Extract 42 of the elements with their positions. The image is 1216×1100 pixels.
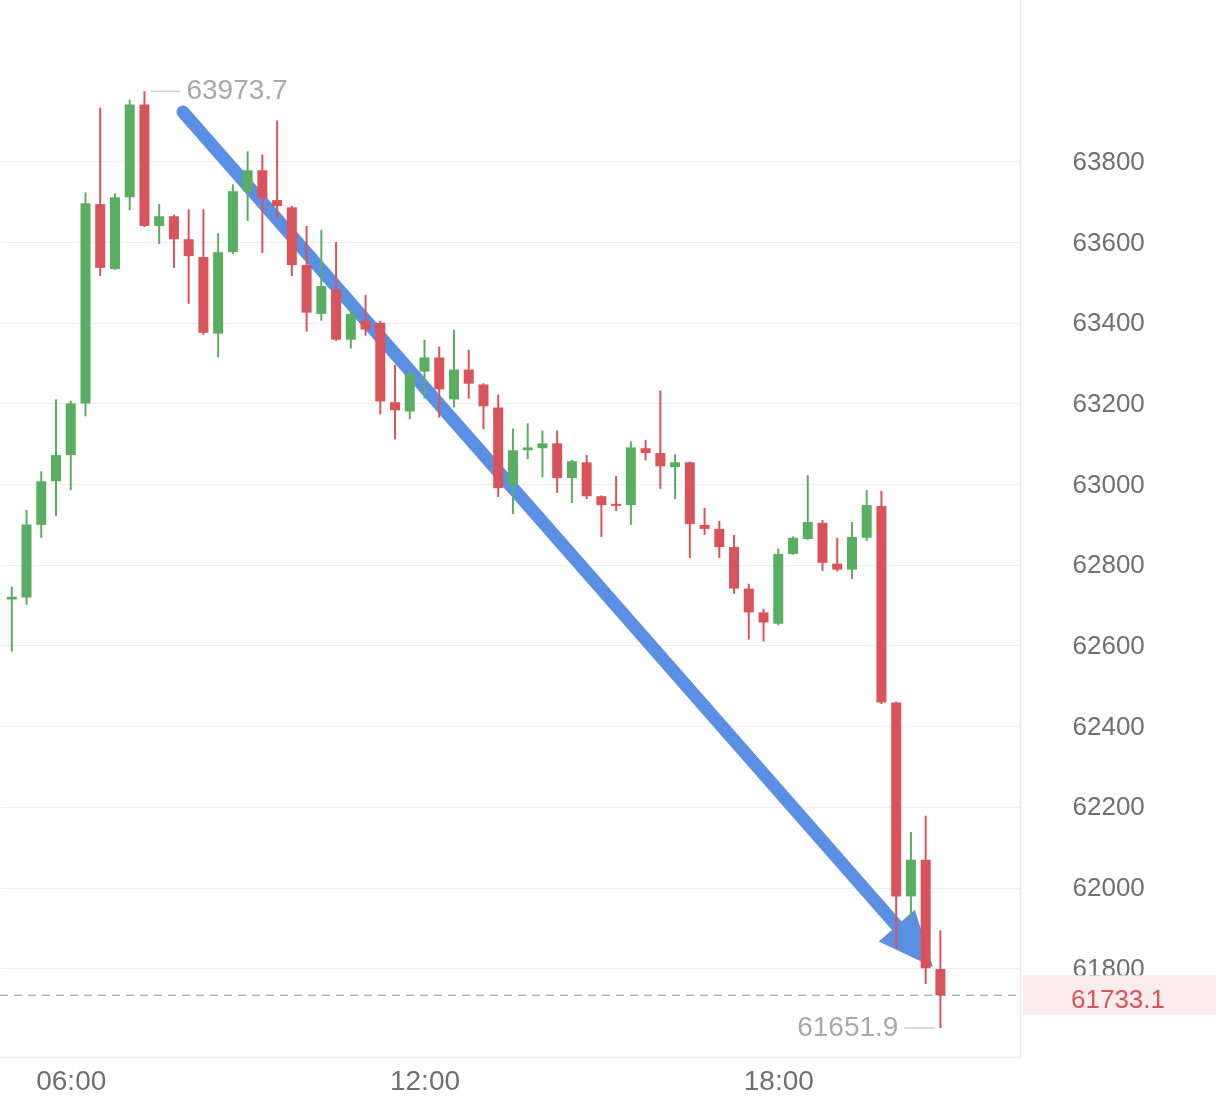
annotation: 63973.7 (186, 74, 288, 106)
y-tick-label: 62000 (1072, 872, 1145, 903)
candlestick (419, 338, 430, 400)
candlestick (743, 582, 754, 641)
candlestick (6, 585, 17, 653)
y-tick-label: 62600 (1072, 630, 1145, 660)
candlestick (596, 494, 607, 538)
y-tick-label: 62200 (1072, 791, 1145, 822)
candlestick (640, 439, 651, 462)
candlestick (670, 453, 681, 501)
candlestick (788, 535, 799, 556)
x-tick-label: 12:00 (389, 1064, 461, 1096)
candlestick (478, 382, 489, 431)
x-tick-label: 18:00 (743, 1064, 814, 1096)
annotation: 61651.9 (797, 1010, 899, 1042)
candlestick (832, 536, 843, 573)
candlestick (537, 429, 548, 479)
y-tick-label: 62800 (1072, 549, 1145, 580)
ref-line-label: 61733.1 (1071, 984, 1165, 1015)
candlestick (655, 389, 666, 490)
candlestick (168, 213, 179, 269)
candlestick (390, 363, 401, 441)
y-tick-label: 63400 (1072, 307, 1145, 338)
candlestick (360, 293, 371, 337)
candlestick (714, 519, 725, 559)
y-tick-label: 63200 (1072, 387, 1145, 418)
candlestick (272, 119, 283, 219)
candlestick (242, 150, 253, 223)
y-tick-label: 63000 (1072, 468, 1145, 499)
y-tick-label: 63600 (1072, 226, 1145, 257)
candlestick (183, 208, 194, 305)
y-tick-label: 62400 (1072, 710, 1145, 741)
candlestick (522, 422, 533, 461)
y-tick-label: 63800 (1072, 145, 1145, 176)
candlestick (154, 203, 165, 246)
x-tick-label: 06:00 (36, 1064, 107, 1096)
candlestick (566, 458, 577, 505)
candlestick (463, 348, 474, 400)
candlestick (611, 475, 622, 513)
candlestick (758, 607, 769, 643)
candlestick (699, 506, 710, 536)
candlestick (802, 474, 813, 541)
